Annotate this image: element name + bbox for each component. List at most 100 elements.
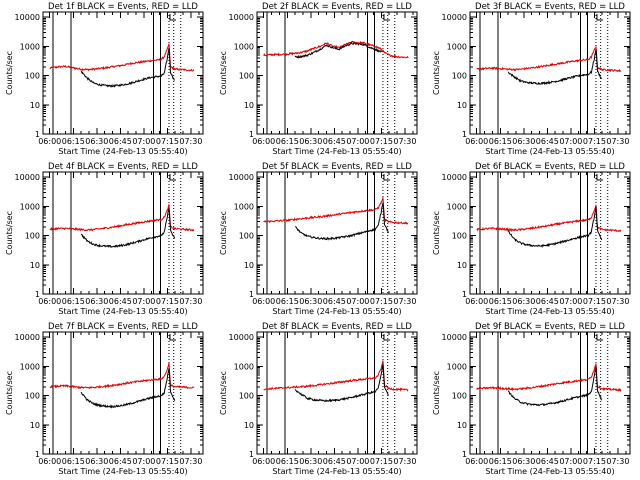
chart-title: Det 7f BLACK = Events, RED = LLD [48,322,198,332]
x-axis-label: Start Time (24-Feb-13 05:55:40) [485,147,614,156]
x-tick-label: 07:00 [559,297,582,306]
x-tick-label: 07:15 [156,137,179,146]
y-tick-label: 100 [239,232,254,241]
y-axis-label: Counts/sec [219,51,228,95]
x-tick-label: 06:00 [252,297,275,306]
x-tick-label: 06:00 [38,137,61,146]
x-tick-label: 06:45 [323,457,346,466]
x-tick-label: 07:00 [559,137,582,146]
y-tick-label: 10 [30,421,40,430]
series-events-line [294,364,389,403]
y-tick-label: 100 [239,392,254,401]
y-tick-label: 10000 [229,13,254,22]
attenuator-marker [383,334,390,341]
chart-title: Det 9f BLACK = Events, RED = LLD [475,322,625,332]
x-tick-label: 07:15 [583,297,606,306]
x-tick-label: 07:15 [156,297,179,306]
chart-panel-6: Det 6f BLACK = Events, RED = LLD Counts/s… [432,162,631,316]
x-tick-label: 06:45 [323,297,346,306]
chart-title: Det 1f BLACK = Events, RED = LLD [48,2,198,12]
attenuator-marker [596,334,603,341]
x-axis-label: Start Time (24-Feb-13 05:55:40) [485,467,614,476]
y-tick-label: 10 [244,421,254,430]
plot-frame [469,171,631,295]
y-axis-label: Counts/sec [432,371,441,415]
y-tick-label: 1000 [234,202,254,211]
y-tick-label: 10 [457,421,467,430]
y-tick-label: 1 [462,290,467,299]
y-tick-label: 1 [462,450,467,459]
x-tick-label: 07:30 [606,297,629,306]
x-tick-label: 07:00 [346,297,369,306]
series-events-line [80,47,175,88]
plot-frame [469,331,631,455]
x-tick-label: 06:00 [38,457,61,466]
plot-frame [469,11,631,135]
x-tick-label: 06:45 [109,457,132,466]
x-axis-label: Start Time (24-Feb-13 05:55:40) [58,467,187,476]
chart-panel-2: Det 2f BLACK = Events, RED = LLD Counts/s… [219,2,418,156]
x-tick-label: 06:30 [299,137,322,146]
x-tick-label: 06:00 [465,297,488,306]
y-axis-label: Counts/sec [5,211,14,255]
plot-frame [42,331,204,455]
plot-frame [42,11,204,135]
y-tick-label: 1000 [20,42,40,51]
chart-panel-5: Det 5f BLACK = Events, RED = LLD Counts/s… [219,162,418,316]
y-tick-label: 1000 [234,362,254,371]
x-tick-label: 06:45 [109,297,132,306]
x-tick-label: 06:45 [536,457,559,466]
y-tick-label: 100 [239,72,254,81]
x-axis-label: Start Time (24-Feb-13 05:55:40) [58,147,187,156]
y-tick-label: 10000 [442,333,467,342]
chart-panel-3: Det 3f BLACK = Events, RED = LLD Counts/s… [432,2,631,156]
y-tick-label: 10 [457,101,467,110]
y-tick-label: 10 [30,261,40,270]
y-axis-label: Counts/sec [219,211,228,255]
x-tick-label: 06:45 [536,297,559,306]
y-tick-label: 10 [30,101,40,110]
x-tick-label: 07:30 [606,137,629,146]
x-tick-label: 06:45 [109,137,132,146]
chart-title: Det 4f BLACK = Events, RED = LLD [48,162,198,172]
x-tick-label: 07:30 [179,297,202,306]
chart-panel-1: Det 1f BLACK = Events, RED = LLD Counts/s… [5,2,204,156]
x-tick-label: 06:15 [276,137,299,146]
y-tick-label: 10000 [15,13,40,22]
x-tick-label: 07:30 [606,457,629,466]
chart-title: Det 8f BLACK = Events, RED = LLD [262,322,412,332]
x-tick-label: 07:00 [346,137,369,146]
chart-title: Det 6f BLACK = Events, RED = LLD [475,162,625,172]
y-axis-label: Counts/sec [219,371,228,415]
x-tick-label: 07:30 [393,137,416,146]
plot-frame [256,331,418,455]
series-events-line [294,202,389,241]
x-tick-label: 07:30 [393,457,416,466]
x-tick-label: 06:30 [512,297,535,306]
y-tick-label: 10000 [15,173,40,182]
chart-title: Det 5f BLACK = Events, RED = LLD [262,162,412,172]
x-tick-label: 06:30 [85,297,108,306]
x-tick-label: 07:15 [583,457,606,466]
chart-panel-8: Det 8f BLACK = Events, RED = LLD Counts/s… [219,322,418,476]
x-axis-label: Start Time (24-Feb-13 05:55:40) [272,467,401,476]
series-events-line [80,208,176,249]
y-tick-label: 10000 [442,173,467,182]
y-tick-label: 10000 [15,333,40,342]
x-tick-label: 06:00 [465,137,488,146]
y-tick-label: 10 [244,101,254,110]
x-tick-label: 07:15 [370,457,393,466]
y-tick-label: 1 [249,130,254,139]
y-tick-label: 10000 [442,13,467,22]
x-axis-label: Start Time (24-Feb-13 05:55:40) [272,307,401,316]
x-axis-label: Start Time (24-Feb-13 05:55:40) [485,307,614,316]
attenuator-marker [383,174,390,181]
plot-frame [42,171,204,295]
x-tick-label: 07:00 [346,457,369,466]
plot-frame [256,171,418,295]
x-tick-label: 07:15 [370,297,393,306]
y-tick-label: 10000 [229,333,254,342]
y-tick-label: 1000 [447,42,467,51]
